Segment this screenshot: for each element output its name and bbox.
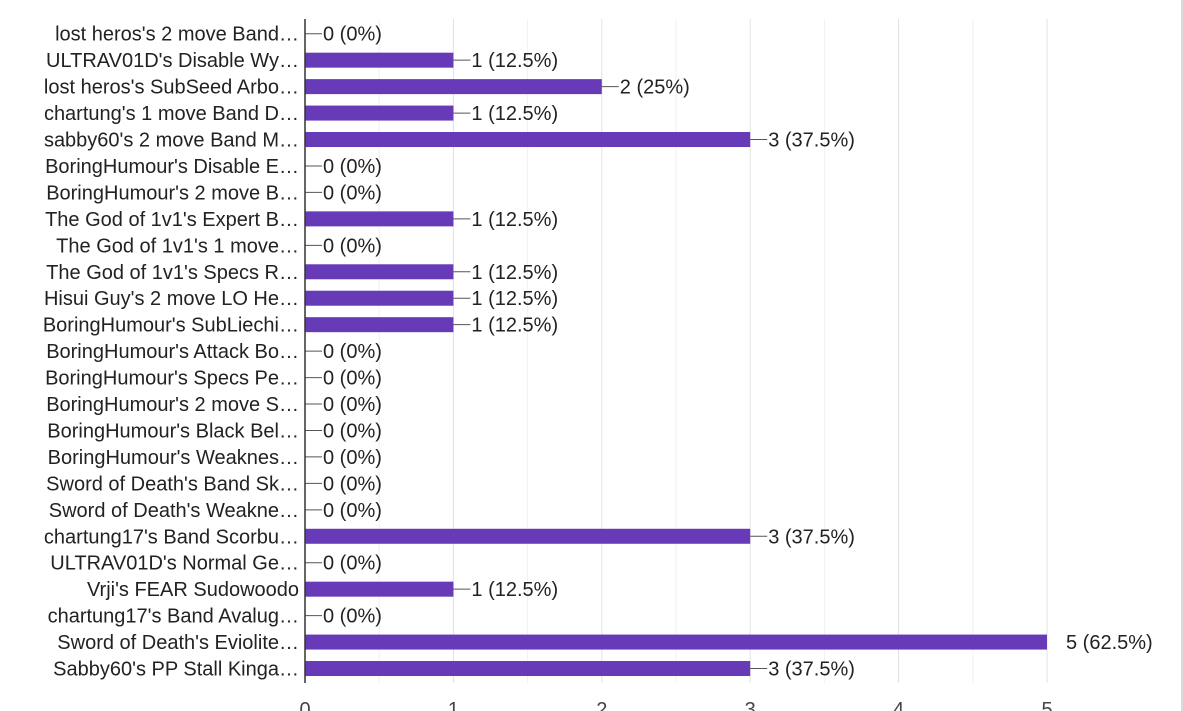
grid <box>378 19 1048 683</box>
value-label: 1 (12.5%) <box>471 103 558 125</box>
category-label: BoringHumour's Black Bel… <box>47 420 299 442</box>
category-label: BoringHumour's Attack Bo… <box>46 341 299 363</box>
category-label: BoringHumour's SubLiechi… <box>43 315 299 337</box>
category-label: BoringHumour's 2 move B… <box>46 182 299 204</box>
category-label: BoringHumour's Weaknes… <box>48 447 299 469</box>
bar <box>305 79 602 95</box>
bar <box>305 290 454 306</box>
value-label: 0 (0%) <box>323 368 382 390</box>
x-tick-label: 3 <box>745 699 756 711</box>
category-label: The God of 1v1's Specs R… <box>46 262 299 284</box>
value-label: 0 (0%) <box>323 473 382 495</box>
bar <box>305 52 454 68</box>
category-label: The God of 1v1's 1 move… <box>56 235 299 257</box>
bar <box>305 317 454 333</box>
value-label: 1 (12.5%) <box>471 315 558 337</box>
category-label: The God of 1v1's Expert B… <box>45 209 299 231</box>
category-label: ULTRAV01D's Disable Wy… <box>46 50 299 72</box>
value-label: 0 (0%) <box>323 553 382 575</box>
value-label: 0 (0%) <box>323 606 382 628</box>
value-label: 1 (12.5%) <box>471 288 558 310</box>
value-label: 3 (37.5%) <box>768 526 855 548</box>
category-label: ULTRAV01D's Normal Ge… <box>50 553 299 575</box>
category-label: lost heros's SubSeed Arbo… <box>44 77 299 99</box>
category-label: BoringHumour's Disable E… <box>45 156 299 178</box>
value-label: 0 (0%) <box>323 447 382 469</box>
category-label: Sword of Death's Weakne… <box>49 500 299 522</box>
bar <box>305 264 454 280</box>
category-label: Sabby60's PP Stall Kinga… <box>53 659 299 681</box>
category-label: Vrji's FEAR Sudowoodo <box>87 579 299 601</box>
category-label: sabby60's 2 move Band M… <box>44 130 299 152</box>
category-label: chartung17's Band Avalug… <box>48 606 299 628</box>
value-label: 0 (0%) <box>323 420 382 442</box>
bar <box>305 634 1047 650</box>
x-tick-label: 1 <box>448 699 459 711</box>
value-label: 1 (12.5%) <box>471 579 558 601</box>
bar <box>305 132 751 148</box>
bar <box>305 661 751 677</box>
value-label: 5 (62.5%) <box>1066 632 1153 654</box>
value-label: 0 (0%) <box>323 24 382 46</box>
panel-border <box>1181 0 1183 711</box>
x-axis-ticks: 0 1 2 3 4 5 <box>299 699 1052 711</box>
x-tick-label: 0 <box>299 699 310 711</box>
value-labels: 0 (0%) 1 (12.5%) 2 (25%) 1 (12.5%) 3 (37.5%)… <box>305 24 1153 681</box>
bar <box>305 211 454 227</box>
x-tick-label: 4 <box>893 699 904 711</box>
category-label: BoringHumour's Specs Pe… <box>45 368 299 390</box>
category-label: Sword of Death's Eviolite… <box>57 632 299 654</box>
bars <box>305 52 1047 677</box>
category-label: chartung17's Band Scorbu… <box>44 526 299 548</box>
value-label: 0 (0%) <box>323 394 382 416</box>
value-label: 0 (0%) <box>323 182 382 204</box>
bar <box>305 528 751 544</box>
value-label: 1 (12.5%) <box>471 209 558 231</box>
value-label: 0 (0%) <box>323 341 382 363</box>
value-label: 1 (12.5%) <box>471 262 558 284</box>
bar <box>305 581 454 597</box>
category-label: Hisui Guy's 2 move LO He… <box>44 288 299 310</box>
x-tick-label: 5 <box>1041 699 1052 711</box>
value-label: 0 (0%) <box>323 156 382 178</box>
value-label: 0 (0%) <box>323 235 382 257</box>
value-label: 3 (37.5%) <box>768 130 855 152</box>
bar <box>305 105 454 121</box>
value-label: 2 (25%) <box>620 77 690 99</box>
x-tick-label: 2 <box>596 699 607 711</box>
value-label: 1 (12.5%) <box>471 50 558 72</box>
category-label: Sword of Death's Band Sk… <box>46 473 299 495</box>
category-label: BoringHumour's 2 move S… <box>46 394 299 416</box>
category-label: lost heros's 2 move Band… <box>55 24 299 46</box>
category-labels: lost heros's 2 move Band… ULTRAV01D's Dis… <box>43 24 299 681</box>
value-label: 3 (37.5%) <box>768 659 855 681</box>
value-label: 0 (0%) <box>323 500 382 522</box>
category-label: chartung's 1 move Band D… <box>44 103 299 125</box>
